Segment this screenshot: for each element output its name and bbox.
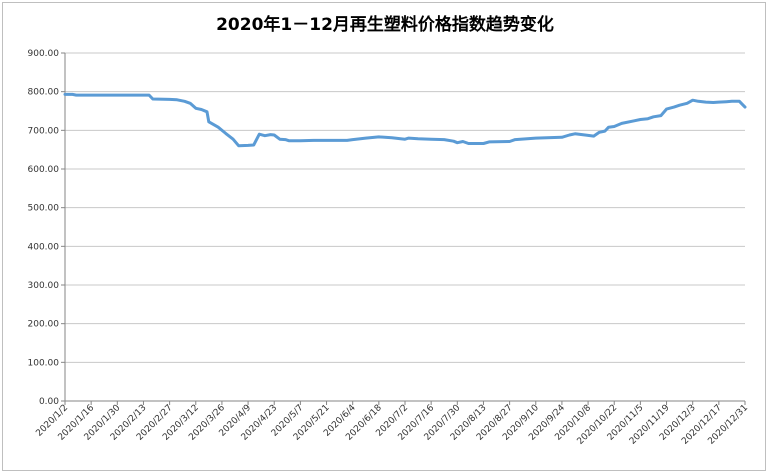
y-tick-label: 700.00	[28, 126, 60, 136]
y-tick-label: 600.00	[28, 165, 60, 175]
chart-title: 2020年1－12月再生塑料价格指数趋势变化	[216, 15, 554, 35]
chart-frame	[2, 2, 766, 471]
y-tick-label: 400.00	[28, 242, 60, 252]
y-tick-label: 100.00	[28, 358, 60, 368]
y-tick-label: 800.00	[28, 88, 60, 98]
y-tick-label: 0.00	[39, 397, 59, 407]
x-tick-labels: 2020/1/22020/1/162020/1/302020/2/132020/…	[34, 403, 750, 447]
y-tick-label: 900.00	[28, 49, 60, 59]
axes	[61, 52, 746, 405]
y-tick-label: 500.00	[28, 204, 60, 214]
y-tick-label: 200.00	[28, 320, 60, 330]
y-tick-labels: 0.00 100.00 200.00 300.00 400.00 500.00 600.00…	[28, 49, 60, 407]
grid-lines	[65, 52, 745, 363]
series-line	[63, 92, 747, 148]
series-layer	[63, 92, 747, 148]
y-tick-label: 300.00	[28, 281, 60, 291]
